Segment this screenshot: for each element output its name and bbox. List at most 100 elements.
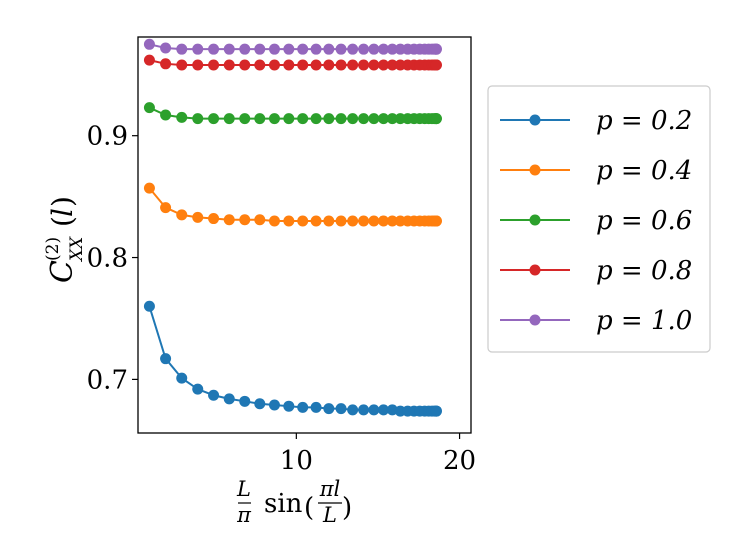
svg-text:π: π	[236, 503, 252, 527]
legend-entry: p = 1.0	[500, 306, 692, 336]
data-point	[347, 113, 359, 125]
data-point	[430, 59, 442, 71]
svg-text:XX: XX	[67, 236, 87, 263]
x-axis: 10 20	[280, 433, 476, 476]
data-point	[239, 395, 251, 407]
data-point	[310, 401, 322, 413]
data-point	[192, 43, 204, 55]
legend-label: p = 0.2	[596, 106, 692, 136]
data-point	[386, 215, 398, 227]
data-point	[368, 113, 380, 125]
data-point	[335, 403, 347, 415]
data-point	[430, 405, 442, 417]
data-point	[239, 214, 251, 226]
series-0	[143, 300, 442, 417]
data-point	[358, 59, 370, 71]
svg-text:sin: sin	[264, 489, 303, 519]
data-point	[208, 43, 220, 55]
data-point	[347, 404, 359, 416]
data-point	[310, 215, 322, 227]
data-point	[347, 59, 359, 71]
data-point	[323, 215, 335, 227]
legend-swatch-marker	[529, 214, 541, 226]
data-point	[176, 43, 188, 55]
data-point	[160, 58, 172, 70]
legend-label: p = 0.8	[596, 256, 692, 286]
data-point	[268, 399, 280, 411]
data-point	[335, 43, 347, 55]
data-point	[176, 111, 188, 123]
legend-swatch-marker	[529, 314, 541, 326]
data-point	[368, 215, 380, 227]
series-2	[143, 102, 442, 125]
data-point	[160, 202, 172, 214]
plot-area	[143, 38, 442, 417]
legend-box	[487, 85, 711, 353]
data-point	[223, 59, 235, 71]
data-point	[368, 404, 380, 416]
data-point	[297, 43, 309, 55]
data-point	[310, 43, 322, 55]
y-axis-label: C (2) XX ( l )	[43, 196, 87, 283]
data-point	[430, 113, 442, 125]
svg-text:L: L	[322, 503, 337, 527]
data-point	[239, 59, 251, 71]
data-point	[283, 113, 295, 125]
svg-text:(: (	[304, 493, 314, 523]
data-point	[268, 59, 280, 71]
legend: p = 0.2 p = 0.4 p = 0.6 p = 0.8 p = 1.0	[487, 85, 711, 353]
data-point	[368, 59, 380, 71]
data-point	[160, 353, 172, 365]
legend-entry: p = 0.8	[500, 256, 692, 286]
data-point	[378, 404, 390, 416]
data-point	[378, 59, 390, 71]
svg-text:(2): (2)	[43, 237, 63, 261]
data-point	[239, 43, 251, 55]
legend-swatch-marker	[529, 264, 541, 276]
series-line	[148, 305, 437, 413]
legend-label: p = 0.6	[596, 206, 692, 236]
data-point	[310, 113, 322, 125]
data-point	[268, 113, 280, 125]
data-point	[254, 43, 266, 55]
data-point	[176, 59, 188, 71]
y-tick-label: 0.9	[87, 122, 128, 152]
data-point	[143, 102, 155, 114]
data-point	[192, 211, 204, 223]
data-point	[378, 215, 390, 227]
x-tick-label: 10	[280, 446, 313, 476]
data-point	[208, 389, 220, 401]
data-point	[223, 43, 235, 55]
legend-swatch-marker	[529, 114, 541, 126]
data-point	[283, 215, 295, 227]
data-point	[368, 43, 380, 55]
data-point	[323, 403, 335, 415]
data-point	[347, 215, 359, 227]
data-point	[335, 113, 347, 125]
data-point	[323, 43, 335, 55]
data-point	[208, 213, 220, 225]
series-3	[143, 54, 442, 71]
data-point	[254, 214, 266, 226]
legend-entry: p = 0.6	[500, 206, 692, 236]
plot-frame	[137, 36, 472, 434]
legend-label: p = 0.4	[596, 156, 692, 186]
data-point	[297, 401, 309, 413]
legend-swatch-marker	[529, 164, 541, 176]
data-point	[143, 54, 155, 66]
data-point	[335, 59, 347, 71]
data-point	[268, 43, 280, 55]
data-point	[254, 113, 266, 125]
data-point	[358, 404, 370, 416]
data-point	[223, 113, 235, 125]
svg-text:πl: πl	[319, 477, 341, 501]
data-point	[143, 38, 155, 50]
y-axis: 0.7 0.8 0.9	[87, 122, 138, 395]
legend-entry: p = 0.4	[500, 156, 692, 186]
data-point	[297, 113, 309, 125]
data-point	[283, 400, 295, 412]
data-point	[143, 182, 155, 194]
series-4	[143, 38, 442, 55]
data-point	[160, 42, 172, 54]
